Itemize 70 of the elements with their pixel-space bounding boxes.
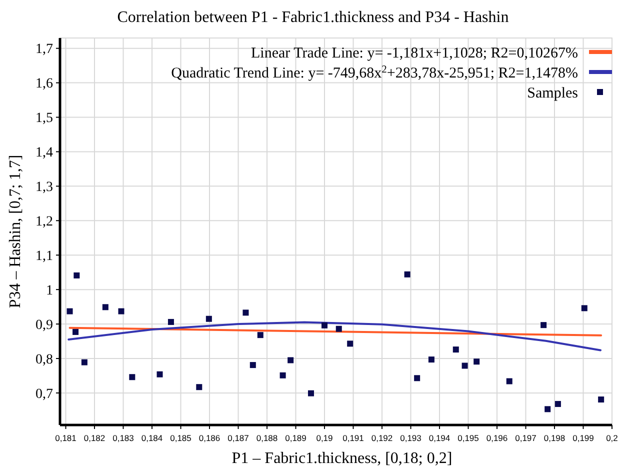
point	[308, 390, 314, 396]
point	[206, 316, 212, 322]
y-tick-label: 1,2	[36, 214, 53, 230]
y-tick-label: 1,1	[36, 249, 53, 264]
line-series	[68, 321, 602, 352]
y-tick-label: 1,4	[36, 146, 53, 161]
point	[598, 396, 604, 402]
y-tick-label: 1	[46, 283, 53, 298]
x-tick-label: 0,2	[606, 433, 618, 443]
x-tick-label: 0,194	[428, 433, 450, 443]
point	[347, 340, 354, 347]
legend-label: Samples	[527, 85, 578, 102]
x-tick-label: 0,195	[458, 433, 480, 443]
point	[102, 304, 108, 310]
point	[129, 374, 136, 380]
x-tick-label: 0,184	[141, 433, 163, 443]
point	[452, 346, 459, 353]
x-tick-label: 0,182	[84, 433, 106, 443]
x-tick-label: 0,183	[112, 433, 134, 443]
point	[474, 358, 480, 365]
point	[336, 326, 342, 332]
x-tick-label: 0,199	[572, 433, 594, 443]
point	[118, 308, 124, 314]
x-axis-title: P1 – Fabric1.thickness, [0,18; 0,2]	[232, 450, 452, 467]
point	[74, 272, 80, 278]
legend-label: Quadratic Trend Line: y= -749,68x$^{2}$+283,78x-25,951; R2=1,1478%	[171, 64, 578, 82]
x-tick-label: 0,192	[371, 433, 393, 443]
point	[72, 328, 79, 335]
point	[540, 322, 547, 328]
y-tick-label: 1,3	[36, 180, 53, 196]
y-axis-title: P34 – Hashin, [0,7; 1,7]	[7, 154, 24, 308]
y-tick-label: 0,7	[36, 386, 53, 402]
y-tick-label: 1,5	[36, 111, 53, 126]
point	[156, 371, 163, 378]
x-tick-label: 0,185	[170, 433, 192, 443]
y-tick-label: 1,7	[36, 42, 53, 58]
x-tick-label: 0,186	[198, 433, 220, 443]
y-tick-label: 0,8	[36, 352, 53, 368]
x-tick-label: 0,189	[285, 433, 307, 443]
point	[280, 372, 286, 378]
point	[288, 357, 294, 364]
point	[544, 406, 551, 412]
point	[168, 318, 174, 325]
point	[322, 322, 328, 328]
point	[404, 271, 410, 278]
x-tick-label: 0,181	[55, 433, 77, 443]
x-tick-label: 0,188	[256, 433, 278, 443]
x-tick-label: 0,196	[486, 433, 508, 443]
chart-title: Correlation between P1 - Fabric1.thickness and P34 - Hashin	[117, 9, 509, 26]
x-tick-label: 0,193	[400, 433, 422, 443]
x-tick-label: 0,187	[228, 433, 250, 443]
x-tick-label: 0,198	[544, 433, 566, 443]
point	[81, 359, 88, 366]
point	[66, 308, 73, 314]
x-tick-label: 0,191	[342, 433, 364, 443]
point	[506, 378, 512, 384]
point	[242, 310, 249, 316]
point	[196, 384, 202, 390]
y-tick-label: 1,6	[36, 76, 53, 92]
point	[414, 375, 420, 382]
y-tick-label: 0,9	[36, 318, 53, 333]
legend-label: Linear Trade Line: y= -1,181x+1,1028; R2=0,10267%	[250, 45, 578, 62]
x-tick-label: 0,197	[515, 433, 537, 443]
x-tick-label: 0,19	[316, 433, 334, 443]
point	[462, 362, 468, 369]
point	[250, 362, 256, 368]
point	[428, 356, 434, 363]
point	[581, 305, 588, 312]
point	[257, 332, 264, 338]
point	[554, 400, 561, 407]
